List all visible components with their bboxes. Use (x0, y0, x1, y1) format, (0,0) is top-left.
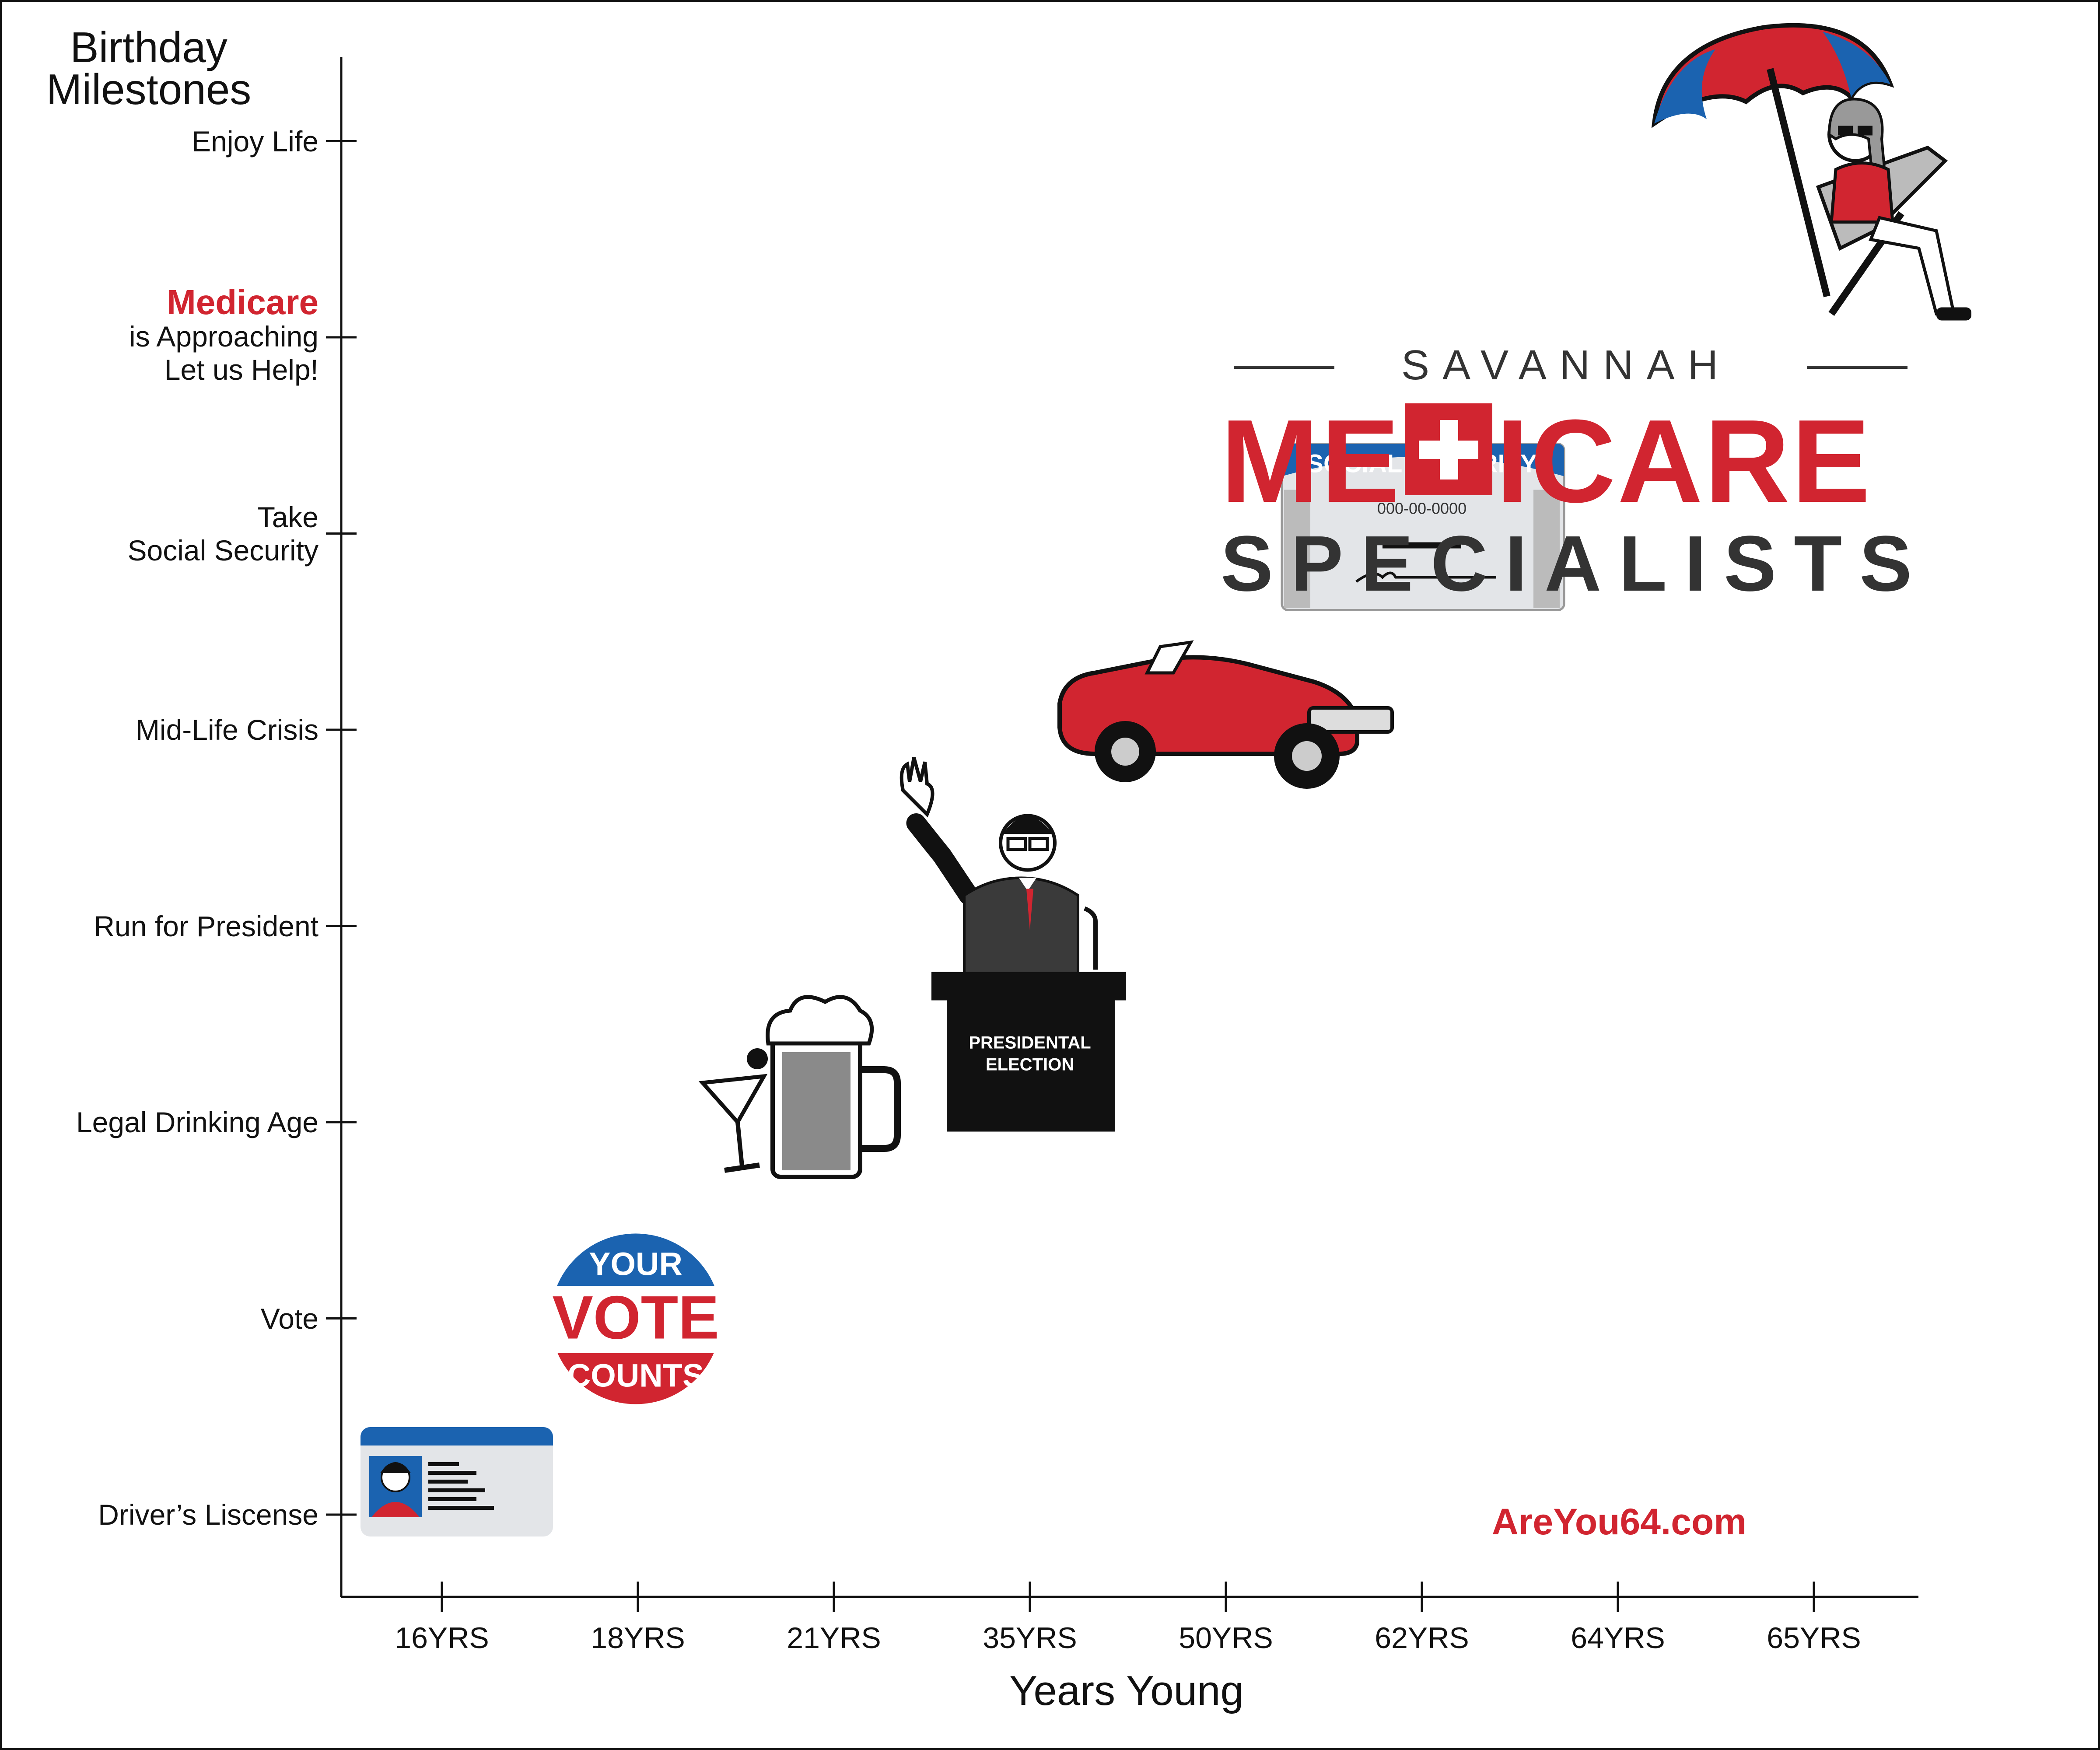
photo-shirt (371, 1502, 420, 1517)
podium-text-1: PRESIDENTAL (969, 1033, 1091, 1053)
x-tick-label: 35YRS (983, 1621, 1077, 1655)
x-tick-label: 65YRS (1767, 1621, 1861, 1655)
rear-hub (1111, 738, 1139, 766)
microphone (1083, 906, 1098, 970)
y-tick-label: Enjoy Life (192, 125, 318, 158)
y-tick-label-line: Driver’s Liscense (98, 1498, 318, 1531)
martini-stem (735, 1122, 744, 1166)
brand-savannah: SAVANNAH (1225, 341, 1908, 394)
card-text-line (428, 1497, 476, 1501)
y-tick-label-line: Vote (260, 1302, 318, 1335)
website-link[interactable]: AreYou64.com (1492, 1501, 1746, 1542)
pillar-right (1533, 490, 1560, 608)
beer (782, 1052, 850, 1170)
card-text-line (428, 1462, 459, 1466)
podium-text-2: ELECTION (986, 1055, 1074, 1074)
y-tick-label-highlight: Medicare (167, 283, 318, 322)
woman-under-beach-umbrella-icon (1651, 23, 1971, 321)
y-tick-label-line: Legal Drinking Age (76, 1106, 318, 1138)
y-tick-label: Vote (261, 1302, 318, 1335)
ss-card-header (1282, 444, 1564, 476)
button-text-counts: COUNTS (567, 1358, 704, 1394)
brand-rule-left (1234, 366, 1334, 369)
ss-number: 000-00-0000 (1377, 500, 1466, 518)
red-convertible-car-icon (1057, 640, 1394, 789)
x-tick-label: 18YRS (591, 1621, 685, 1655)
olive (747, 1048, 768, 1069)
tie (1026, 889, 1033, 931)
y-tick-label: Mid-Life Crisis (136, 713, 318, 746)
y-tick-label-line: Social Security (127, 534, 318, 567)
y-tick-label: Take Social Security (127, 500, 318, 567)
suit (963, 876, 1079, 984)
brand-medicare-left: ME (1221, 396, 1401, 527)
medical-cross-icon (1405, 403, 1492, 495)
pillar-left (1284, 490, 1310, 608)
y-tick-label-line: Run for President (94, 910, 318, 942)
button-text-vote: VOTE (552, 1283, 719, 1352)
x-tick-label: 16YRS (395, 1621, 489, 1655)
podium-body (947, 1000, 1115, 1132)
card-text-line (428, 1488, 485, 1492)
brand-rule-right (1807, 366, 1908, 369)
podium-top (931, 972, 1126, 1001)
x-tick-label: 64YRS (1571, 1621, 1665, 1655)
waving-hand (900, 757, 934, 818)
woman-shirt (1830, 161, 1894, 224)
sunglasses-left (1838, 126, 1853, 136)
mug-handle (860, 1066, 901, 1152)
card-text-line (428, 1471, 476, 1475)
martini-base (724, 1162, 760, 1173)
glasses-left (1006, 837, 1027, 851)
y-tick-label: Medicare is Approaching Let us Help! (129, 285, 318, 386)
glasses-right (1028, 837, 1049, 851)
y-tick-label-line: Mid-Life Crisis (135, 714, 318, 746)
ss-signature (1355, 571, 1496, 583)
x-tick-label: 62YRS (1375, 1621, 1469, 1655)
y-tick-label-line: Let us Help! (164, 354, 318, 386)
card-text-line (428, 1480, 468, 1484)
y-axis-title: Birthday Milestones (46, 23, 252, 113)
card-header (360, 1427, 553, 1446)
ss-name-bar (1382, 542, 1461, 549)
umbrella-panel-left (1654, 49, 1715, 124)
x-axis-title: Years Young (1009, 1667, 1244, 1714)
politician-at-podium-icon: PRESIDENTAL ELECTION (900, 757, 1126, 1132)
umbrella-pole (1767, 68, 1830, 298)
y-tick-label: Driver’s Liscense (98, 1498, 318, 1531)
drivers-license-card-icon (360, 1427, 553, 1536)
umbrella-panel-right (1823, 32, 1890, 98)
card-text-line (428, 1506, 494, 1510)
y-tick-label-line: Enjoy Life (192, 125, 318, 158)
sunglasses-right (1858, 126, 1872, 136)
front-hub (1292, 741, 1322, 771)
y-tick-label-line: Take (257, 500, 318, 533)
x-tick-label: 21YRS (787, 1621, 881, 1655)
beer-foam (766, 995, 874, 1046)
brand-specialists: SPECIALISTS (1221, 520, 1930, 608)
brand-medicare: ME ICARE (1221, 394, 2008, 527)
photo-hair (380, 1462, 411, 1473)
sandal (1936, 307, 1971, 321)
brand-medicare-right: ICARE (1496, 396, 1872, 527)
collar (1019, 878, 1036, 891)
windshield (1144, 640, 1194, 675)
y-tick-label-line: is Approaching (129, 320, 318, 353)
brand-savannah-text: SAVANNAH (1401, 342, 1731, 388)
martini-glass (698, 1074, 768, 1126)
y-tick-label: Run for President (94, 910, 318, 943)
grille (1307, 706, 1394, 734)
raised-arm (906, 813, 979, 905)
y-tick-label: Legal Drinking Age (76, 1106, 318, 1139)
woman-legs (1869, 216, 1956, 315)
x-tick-label: 50YRS (1179, 1621, 1273, 1655)
hair (1003, 816, 1053, 834)
button-text-your: YOUR (589, 1246, 682, 1282)
martini-and-beer-mug-icon (698, 995, 901, 1179)
